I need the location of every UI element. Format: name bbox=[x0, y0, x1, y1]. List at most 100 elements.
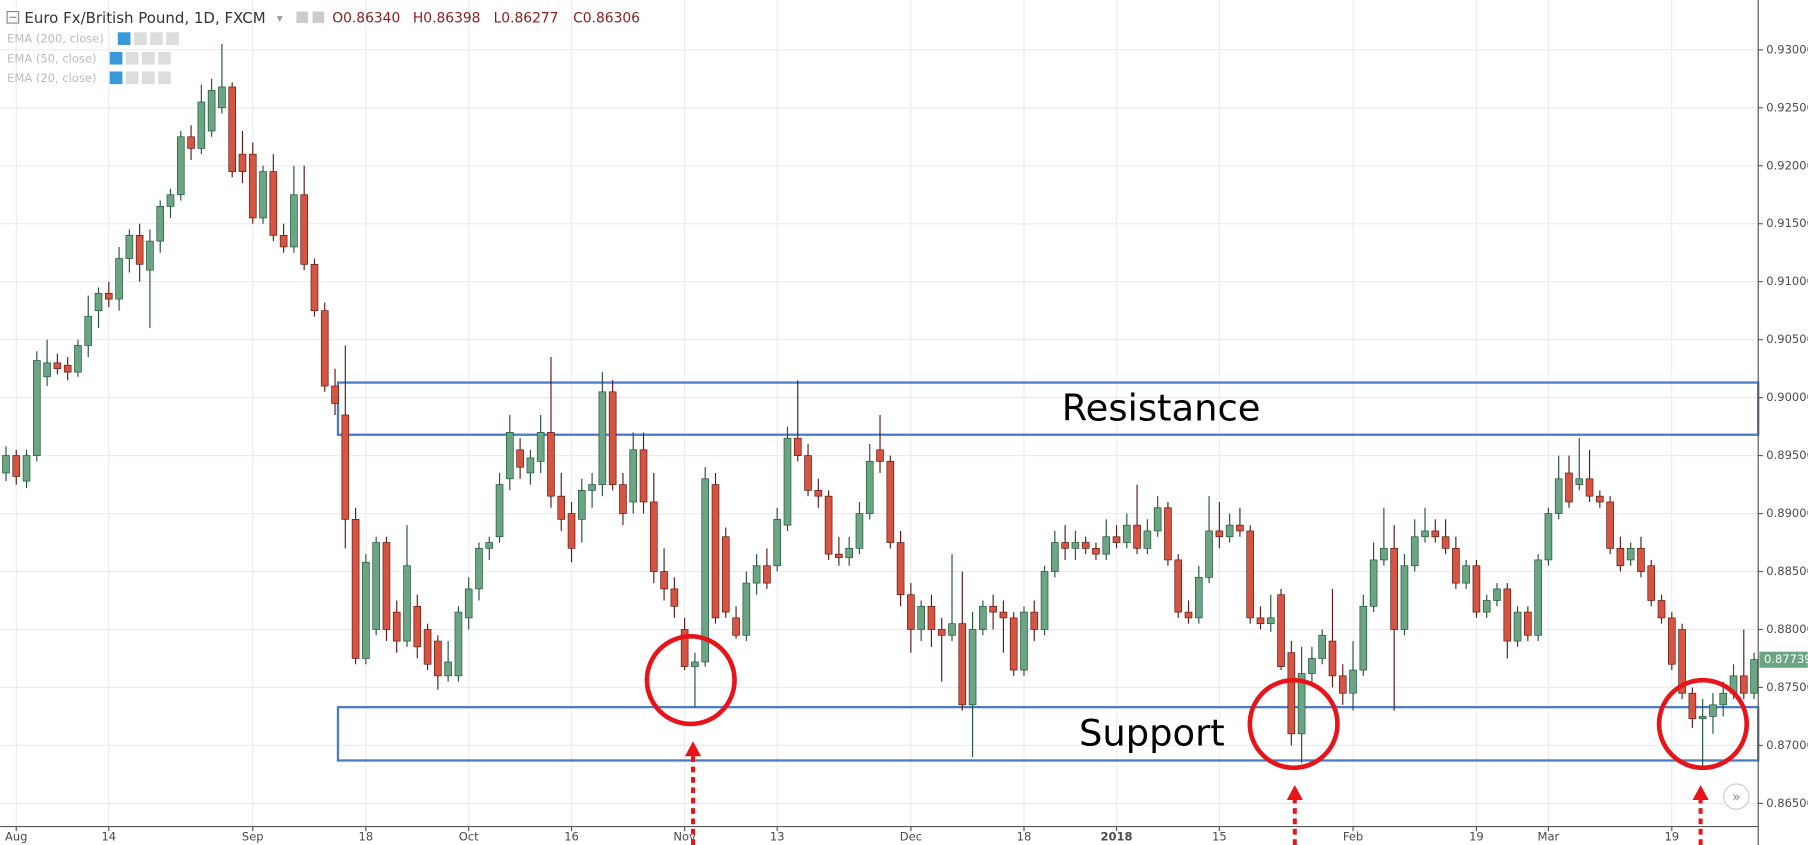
candle-body bbox=[567, 513, 576, 549]
candle-body bbox=[166, 194, 175, 207]
candle-body bbox=[1513, 611, 1522, 642]
candle-body bbox=[763, 565, 771, 584]
candle-body bbox=[1051, 542, 1059, 572]
candle-body bbox=[1647, 565, 1656, 601]
x-tick-label: Oct bbox=[459, 829, 479, 843]
candle-body bbox=[259, 171, 267, 219]
candle-body bbox=[310, 263, 319, 312]
candle-body bbox=[1102, 536, 1111, 555]
candle-body bbox=[876, 449, 884, 462]
candle-body bbox=[115, 258, 123, 300]
candle-body bbox=[1482, 600, 1491, 613]
candle-body bbox=[1205, 530, 1213, 578]
header-icon[interactable] bbox=[296, 11, 309, 24]
candle-body bbox=[125, 234, 134, 259]
x-tick-label: 16 bbox=[564, 829, 579, 843]
close-icon[interactable] bbox=[166, 32, 179, 45]
candle-body bbox=[423, 629, 432, 665]
eye-icon[interactable] bbox=[117, 32, 131, 45]
x-tick-label: 13 bbox=[770, 829, 785, 843]
eye-icon[interactable] bbox=[109, 71, 123, 85]
candle-body bbox=[1400, 565, 1409, 630]
x-tick-label: 14 bbox=[101, 829, 116, 843]
indicator-label[interactable]: EMA (20, close) bbox=[7, 71, 96, 85]
candle-body bbox=[1431, 530, 1440, 538]
add-icon[interactable] bbox=[142, 51, 155, 65]
indicator-label[interactable]: EMA (50, close) bbox=[7, 51, 96, 65]
candle-body bbox=[1657, 600, 1666, 619]
candle-body bbox=[1390, 547, 1398, 630]
candle-body bbox=[979, 605, 987, 630]
candle-body bbox=[835, 553, 843, 558]
candle-body bbox=[1071, 542, 1080, 549]
candle-body bbox=[917, 605, 925, 630]
candle-body bbox=[1308, 658, 1316, 674]
candle-body bbox=[1554, 478, 1563, 514]
candle-body bbox=[269, 171, 278, 236]
candle-body bbox=[464, 588, 473, 619]
candle-body bbox=[1184, 611, 1193, 619]
zone-label: Resistance bbox=[1062, 386, 1261, 429]
candle-body bbox=[1246, 530, 1255, 619]
close-icon[interactable] bbox=[158, 71, 171, 85]
header-icon[interactable] bbox=[312, 11, 325, 24]
candle-body bbox=[742, 582, 751, 636]
candle-body bbox=[1318, 634, 1326, 659]
close-icon[interactable] bbox=[158, 51, 171, 65]
collapse-icon[interactable] bbox=[6, 10, 20, 24]
x-tick-label: 19 bbox=[1469, 829, 1484, 843]
candle-body bbox=[33, 360, 41, 456]
candle-body bbox=[1112, 536, 1121, 543]
candle-body bbox=[578, 490, 586, 520]
arrow-head bbox=[684, 741, 702, 757]
scroll-button-icon[interactable]: » bbox=[1732, 790, 1740, 806]
highlight-circle bbox=[644, 634, 737, 727]
candle-body bbox=[691, 661, 699, 667]
candle-body bbox=[1359, 605, 1368, 671]
settings-icon[interactable] bbox=[125, 51, 139, 65]
candle-body bbox=[1606, 501, 1614, 549]
settings-icon[interactable] bbox=[125, 71, 139, 85]
dropdown-arrow[interactable]: ▾ bbox=[277, 11, 283, 25]
eye-icon[interactable] bbox=[109, 51, 123, 65]
candle-body bbox=[1123, 524, 1131, 543]
candle-body bbox=[1472, 565, 1481, 613]
candle-body bbox=[2, 455, 10, 474]
indicator-icons bbox=[109, 32, 179, 85]
candle-body bbox=[94, 292, 103, 312]
candle-body bbox=[475, 547, 483, 590]
add-icon[interactable] bbox=[150, 32, 163, 45]
candle-body bbox=[516, 449, 524, 468]
candle-body bbox=[1709, 704, 1717, 717]
x-tick-label: Sep bbox=[242, 829, 264, 843]
candle-body bbox=[1380, 547, 1388, 561]
candle-body bbox=[619, 484, 627, 514]
candle-body bbox=[1524, 611, 1532, 636]
candle-body bbox=[279, 234, 288, 248]
last-price-tag bbox=[1759, 651, 1808, 668]
settings-icon[interactable] bbox=[133, 32, 147, 45]
candle-body bbox=[331, 385, 339, 404]
candle-body bbox=[1441, 536, 1450, 549]
candle-body bbox=[608, 391, 617, 485]
scroll-button[interactable] bbox=[1723, 783, 1750, 810]
candle-body bbox=[855, 513, 864, 549]
x-tick-label: Dec bbox=[900, 829, 922, 843]
candle-body bbox=[968, 629, 977, 706]
candle-body bbox=[1030, 611, 1039, 630]
candle-body bbox=[886, 461, 895, 543]
candle-body bbox=[814, 490, 823, 497]
candle-body bbox=[547, 432, 555, 497]
candle-body bbox=[804, 455, 812, 491]
indicator-label[interactable]: EMA (200, close) bbox=[7, 32, 104, 46]
candle-body bbox=[1236, 524, 1244, 532]
candle-body bbox=[300, 194, 308, 265]
candle-body bbox=[43, 362, 51, 378]
add-icon[interactable] bbox=[142, 71, 155, 85]
candle-body bbox=[1410, 536, 1419, 567]
